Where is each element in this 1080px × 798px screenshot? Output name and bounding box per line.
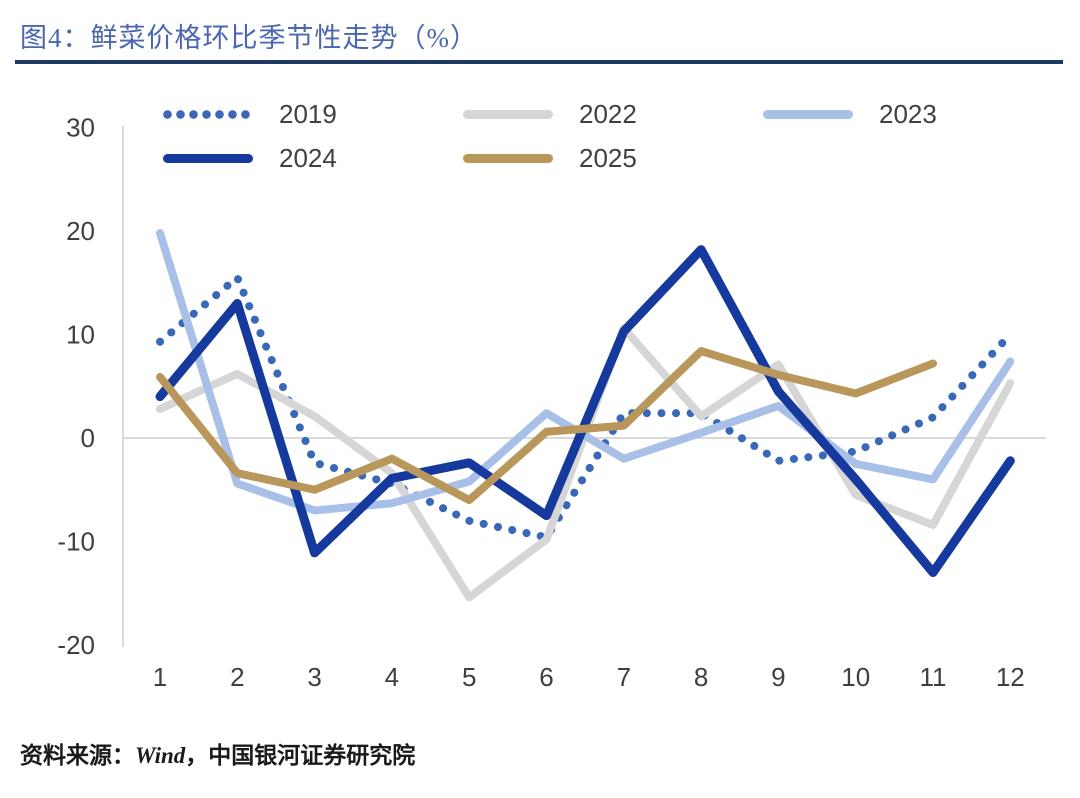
x-tick-label: 8 <box>694 662 708 692</box>
x-tick-label: 3 <box>307 662 321 692</box>
legend-swatch-2022 <box>463 109 553 119</box>
x-tick-label: 5 <box>462 662 476 692</box>
y-tick-label: 20 <box>66 216 95 246</box>
x-tick-label: 2 <box>230 662 244 692</box>
y-tick-label: -10 <box>57 527 95 557</box>
legend-item-2025: 2025 <box>463 142 763 173</box>
legend-swatch-2019 <box>163 109 253 119</box>
source-rest-text: ，中国银河证券研究院 <box>185 743 416 768</box>
x-tick-label: 9 <box>771 662 785 692</box>
x-tick-label: 7 <box>617 662 631 692</box>
legend-item-2023: 2023 <box>763 98 1063 129</box>
x-tick-label: 6 <box>539 662 553 692</box>
series-line-2024 <box>155 245 1015 578</box>
legend-label: 2024 <box>279 142 337 173</box>
legend-swatch-2023 <box>763 109 853 119</box>
legend-label: 2022 <box>579 98 637 129</box>
figure-title: 图4：鲜菜价格环比季节性走势（%） <box>20 23 478 53</box>
legend-label: 2025 <box>579 142 637 173</box>
legend-label: 2023 <box>879 98 937 129</box>
x-tick-label: 1 <box>153 662 167 692</box>
y-tick-label: 30 <box>66 113 95 143</box>
x-tick-label: 12 <box>996 662 1025 692</box>
legend-swatch-2024 <box>163 153 253 163</box>
legend-item-2022: 2022 <box>463 98 763 129</box>
title-divider <box>15 60 1063 64</box>
x-tick-label: 11 <box>920 662 947 692</box>
legend-swatch-2025 <box>463 153 553 163</box>
x-tick-label: 10 <box>841 662 870 692</box>
legend-item-2024: 2024 <box>163 142 463 173</box>
series-line-2019 <box>156 273 1015 542</box>
y-tick-label: 10 <box>66 320 95 350</box>
legend-label: 2019 <box>279 98 337 129</box>
y-tick-label: -20 <box>57 630 95 660</box>
source-wind-text: Wind <box>135 743 186 768</box>
series-line-2025 <box>156 347 937 505</box>
x-tick-label: 4 <box>385 662 399 692</box>
chart-legend: 2019 2022 2023 2024 2025 <box>163 98 1063 173</box>
legend-item-2019: 2019 <box>163 98 463 129</box>
source-label: 资料来源： <box>20 743 135 768</box>
source-note: 资料来源：Wind，中国银河证券研究院 <box>20 736 415 770</box>
y-tick-label: 0 <box>81 423 95 453</box>
